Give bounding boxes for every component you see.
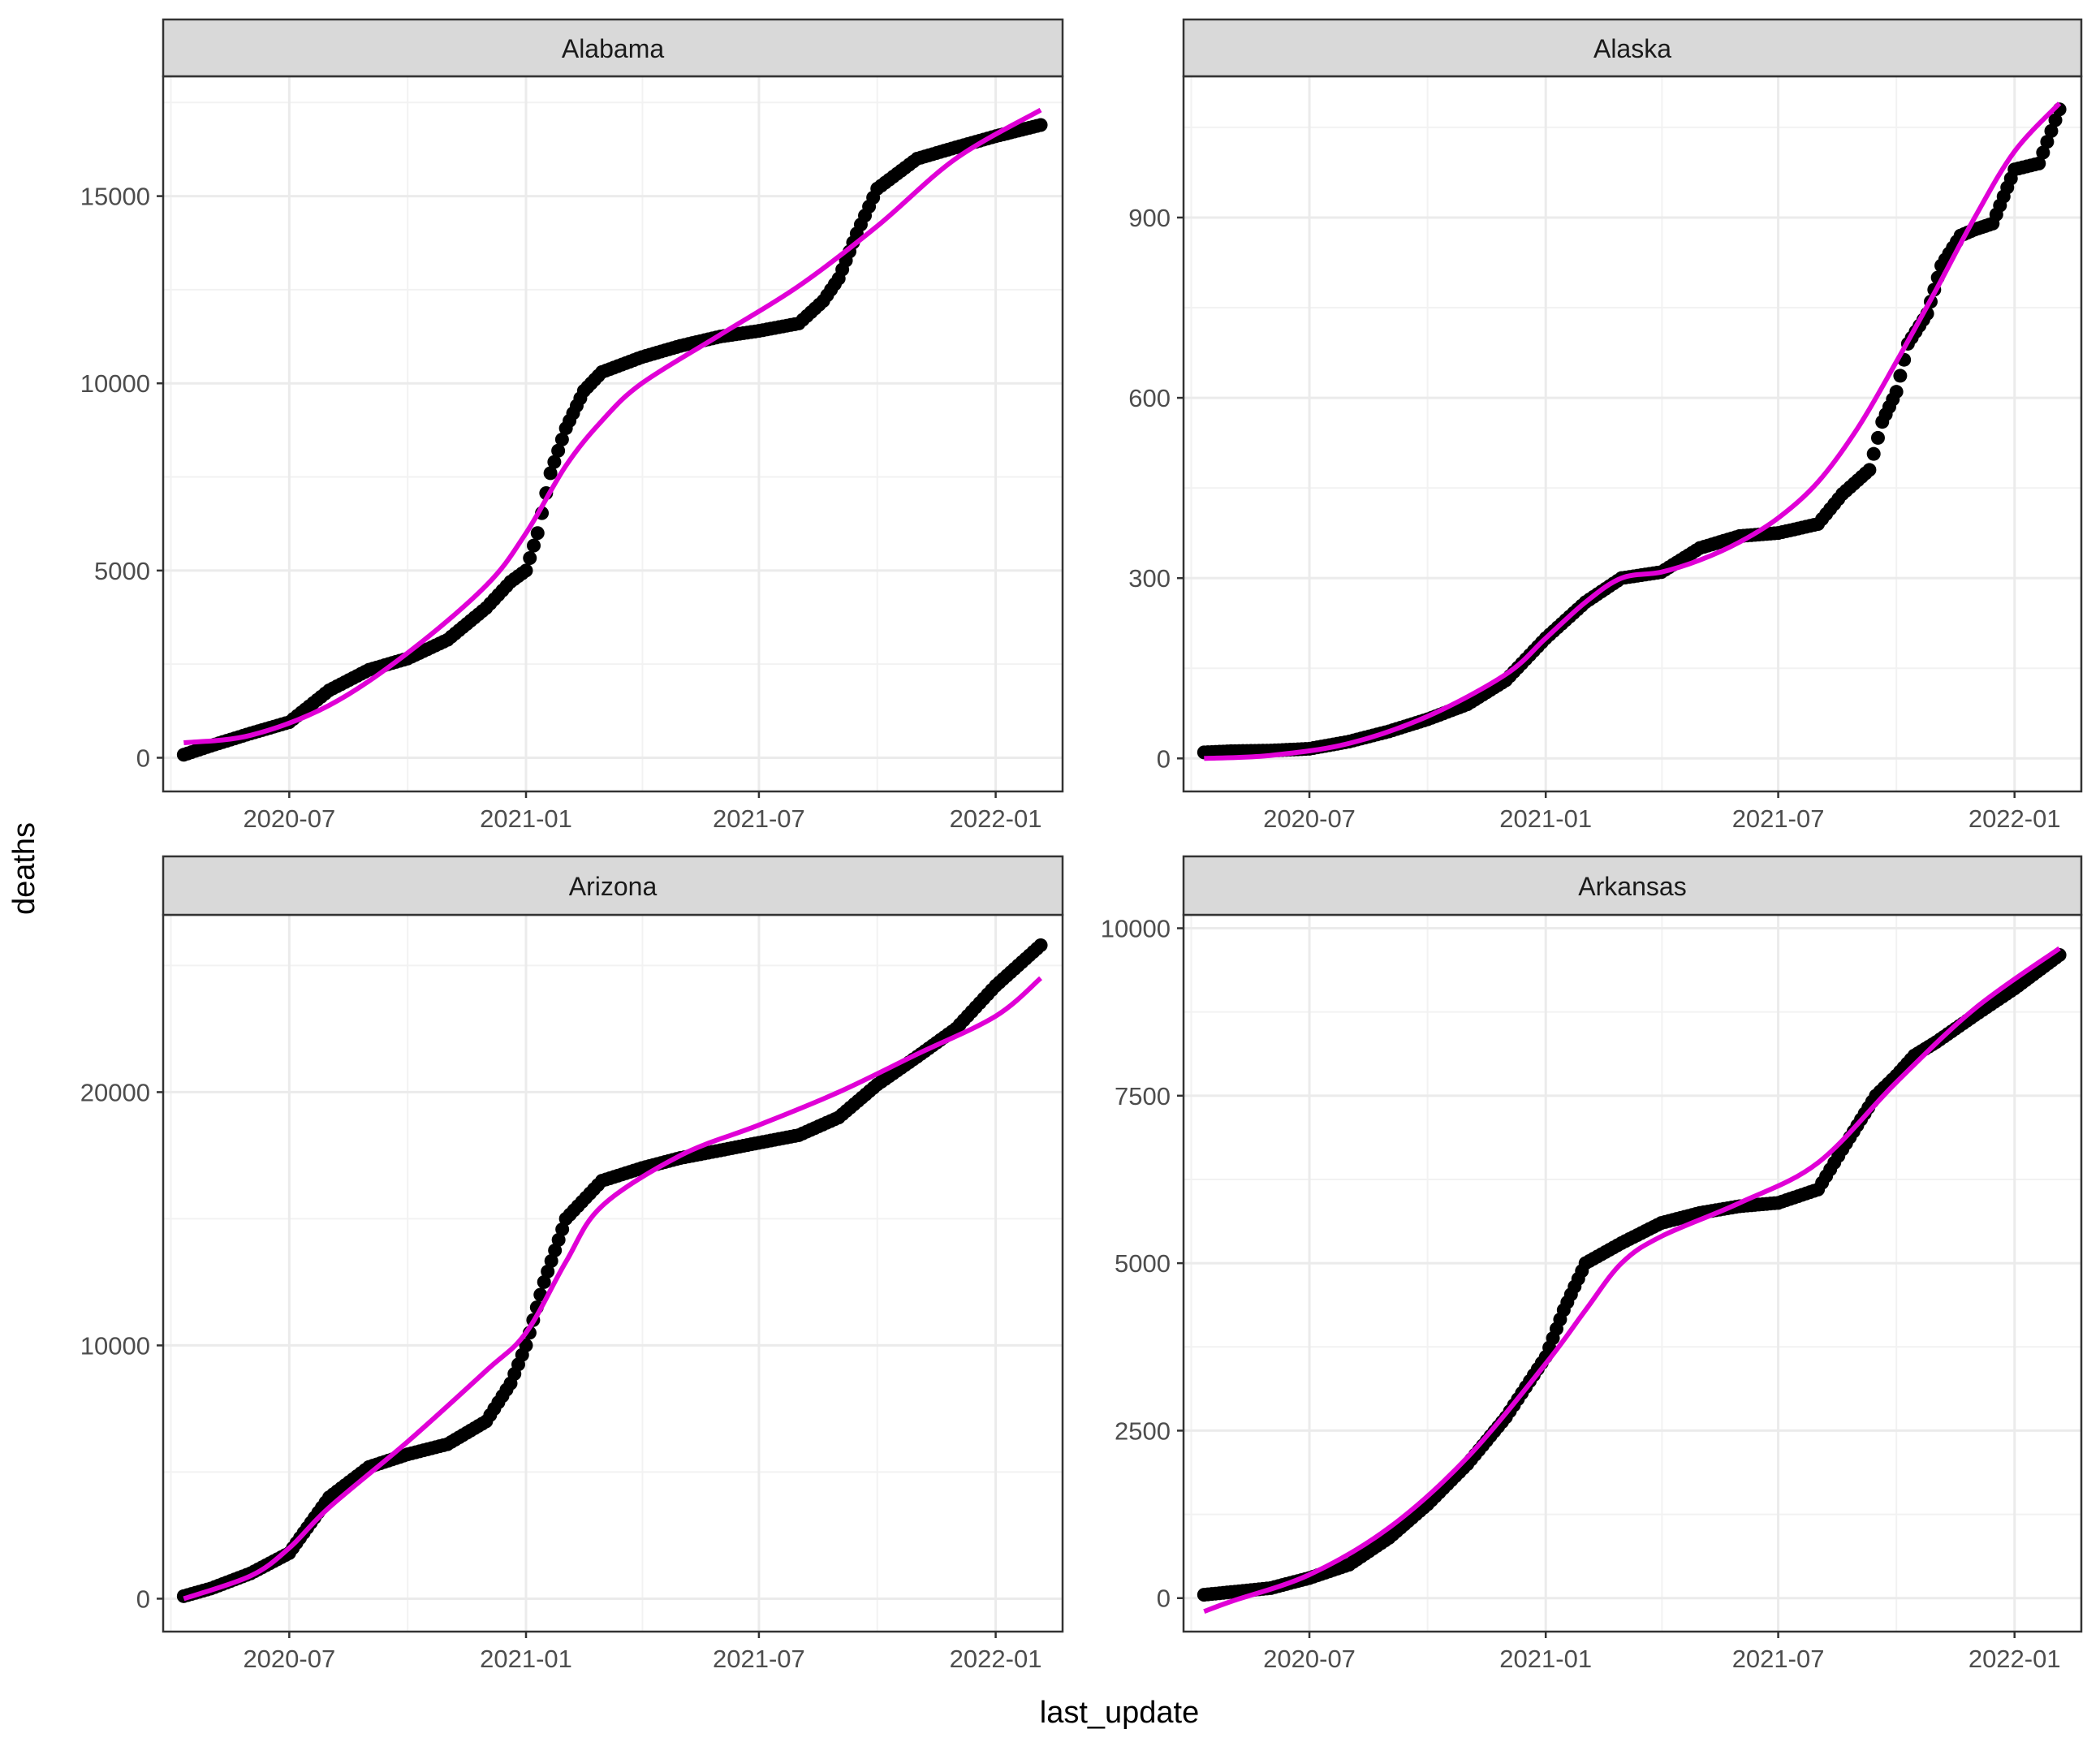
y-axis-title: deaths: [7, 822, 41, 915]
y-tick-label: 900: [1128, 204, 1171, 232]
data-point: [2044, 123, 2059, 138]
panel-alaska: Alaska 0 300 600 900 2020-07 2021-01 2021-07 202…: [1128, 18, 2083, 833]
x-tick-label: 2021-07: [713, 804, 805, 833]
data-point: [544, 1253, 558, 1268]
y-tick-label: 600: [1128, 384, 1171, 412]
y-tick-label: 0: [1157, 1585, 1171, 1613]
panel-arkansas: Arkansas 0 2500 5000 7500 10000 2020-07 2021-01…: [1101, 855, 2083, 1673]
x-tick-label: 2020-07: [1263, 804, 1356, 833]
data-point: [554, 432, 569, 446]
data-point: [537, 1274, 551, 1289]
data-point: [1862, 463, 1877, 477]
facet-strip-label: Arkansas: [1578, 872, 1686, 901]
x-tick-label: 2021-07: [1732, 1645, 1825, 1673]
data-point: [1889, 385, 1904, 399]
x-tick-label: 2020-07: [243, 804, 335, 833]
data-point: [1866, 446, 1881, 461]
panel-arizona: Arizona 0 10000 20000 2020-07 2021-01 2021-07 2…: [80, 855, 1064, 1673]
data-point: [519, 1338, 533, 1352]
x-tick-label: 2020-07: [1263, 1645, 1356, 1673]
x-tick-label: 2021-01: [1499, 1645, 1592, 1673]
data-point: [1870, 430, 1885, 445]
y-tick-label: 15000: [80, 183, 150, 211]
y-tick-label: 0: [136, 1585, 150, 1613]
data-point: [555, 1222, 570, 1236]
point-series: [176, 938, 1048, 1603]
facet-strip: [162, 855, 1064, 916]
y-tick-label: 5000: [1115, 1249, 1171, 1278]
panel-background: [163, 915, 1063, 1632]
x-tick-label: 2021-07: [713, 1645, 805, 1673]
data-point: [2036, 145, 2050, 160]
x-tick-label: 2021-01: [1499, 804, 1592, 833]
point-series: [176, 118, 1048, 762]
data-point: [530, 526, 545, 541]
smooth-line: [1204, 101, 2062, 761]
data-point: [2048, 113, 2063, 127]
y-tick-label: 0: [1157, 744, 1171, 773]
y-tick-label: 2500: [1115, 1416, 1171, 1445]
facet-strip: [1182, 18, 2083, 78]
data-point: [551, 1232, 566, 1247]
y-tick-label: 10000: [80, 1331, 150, 1360]
y-tick-label: 7500: [1115, 1082, 1171, 1110]
facet-strip: [162, 18, 1064, 78]
smooth-line: [183, 107, 1042, 746]
facet-strip: [1182, 855, 2083, 916]
facet-strip-label: Arizona: [569, 872, 658, 901]
smooth-line: [1203, 946, 2061, 1615]
x-tick-label: 2022-01: [1968, 1645, 2061, 1673]
x-tick-label: 2021-01: [480, 804, 572, 833]
x-tick-label: 2021-07: [1732, 804, 1825, 833]
data-point: [519, 563, 533, 578]
x-tick-label: 2022-01: [950, 804, 1042, 833]
facet-strip-label: Alabama: [562, 34, 665, 63]
y-tick-label: 5000: [94, 557, 150, 585]
data-point: [1033, 938, 1048, 952]
y-tick-label: 10000: [1101, 915, 1171, 943]
panel-alabama: Alabama 0 5000 10000 15000 2020-07 2021-01 2021…: [80, 18, 1064, 833]
panel-background: [1184, 76, 2081, 791]
data-point: [547, 455, 562, 469]
y-tick-label: 10000: [80, 369, 150, 398]
data-point: [523, 550, 537, 565]
x-tick-label: 2020-07: [243, 1645, 335, 1673]
x-tick-label: 2021-01: [480, 1645, 572, 1673]
data-point: [1893, 369, 1908, 383]
data-point: [548, 1243, 563, 1257]
data-point: [2040, 135, 2055, 149]
data-point: [1033, 118, 1048, 132]
smooth-line: [183, 976, 1043, 1602]
facet-strip-label: Alaska: [1593, 34, 1671, 63]
data-point: [541, 1264, 555, 1278]
data-point: [543, 466, 558, 481]
x-tick-label: 2022-01: [950, 1645, 1042, 1673]
y-tick-label: 0: [136, 744, 150, 772]
y-tick-label: 300: [1128, 564, 1171, 593]
y-tick-label: 20000: [80, 1078, 150, 1106]
x-axis-title: last_update: [1040, 1696, 1200, 1730]
panel-background: [1184, 915, 2081, 1632]
data-point: [551, 443, 566, 458]
data-point: [2032, 156, 2046, 170]
x-tick-label: 2022-01: [1968, 804, 2061, 833]
data-point: [527, 538, 541, 553]
